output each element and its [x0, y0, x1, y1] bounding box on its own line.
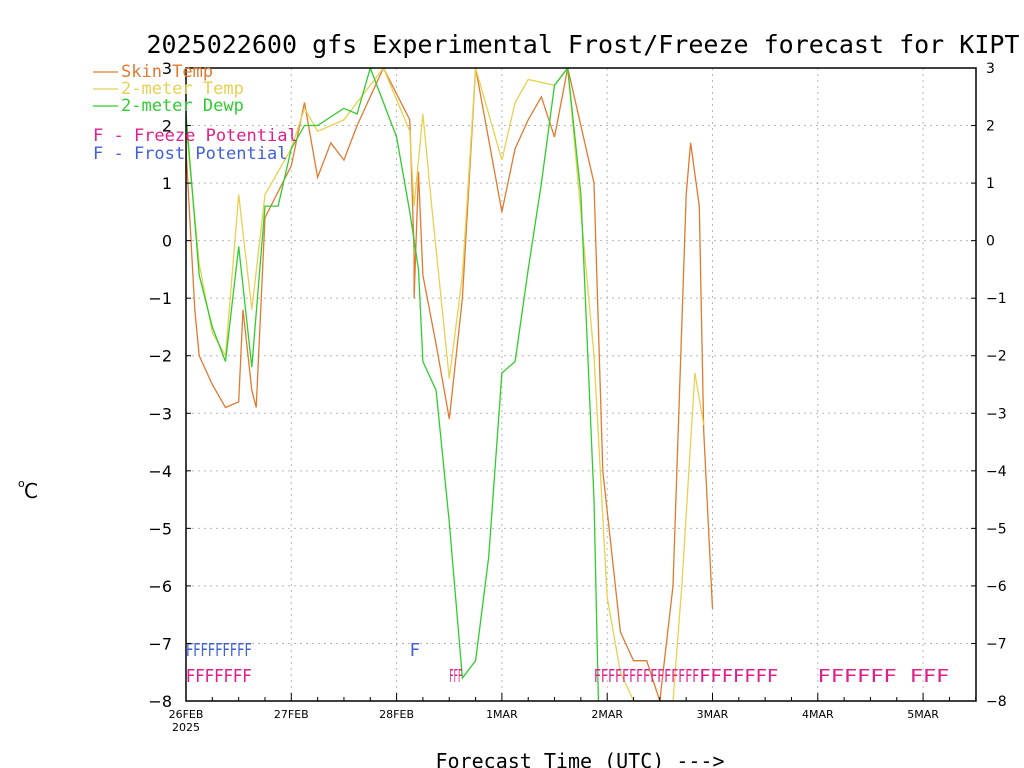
x-tick-label: 28FEB [379, 708, 414, 721]
svg-text:C: C [24, 479, 38, 503]
y-axis-unit: C o [18, 477, 38, 503]
y-tick-label: −4 [148, 462, 172, 481]
y-tick-label: −2 [148, 347, 172, 366]
svg-text:o: o [18, 477, 25, 490]
y-tick-label-right: −7 [986, 636, 1007, 652]
legend-frost-potential: F - Frost Potential [93, 144, 287, 164]
freeze-mark-run: FFFFFFF [186, 666, 252, 687]
frost-mark-run: FFFFFFFFF [186, 640, 252, 661]
legend-entry: 2-meter Temp [121, 79, 244, 99]
legend-entry: Skin Temp [121, 62, 213, 82]
y-tick-label-right: −8 [986, 694, 1007, 710]
freeze-mark-run: FFFFFFFFFFFFFFF [594, 666, 699, 687]
freeze-mark-run: FFF [449, 666, 462, 687]
x-ticks: 26FEB 27FEB 28FEB 1MAR 2MAR 3MAR 4MAR 5MAR 2025 [169, 693, 977, 734]
plot-frame [185, 67, 977, 702]
y-tick-label: 2 [162, 117, 172, 136]
y-tick-label: −3 [148, 404, 172, 423]
y-tick-label-right: 2 [986, 119, 995, 135]
x-tick-label: 1MAR [486, 708, 518, 721]
chart-title: 2025022600 gfs Experimental Frost/Freeze… [147, 30, 1020, 59]
y-tick-label-right: 1 [986, 176, 995, 192]
x-tick-label: 3MAR [697, 708, 729, 721]
y-tick-label-right: 3 [986, 61, 995, 77]
freeze-mark-run: FFFFFFF [699, 666, 778, 687]
y-tick-label-right: 0 [986, 234, 995, 250]
x-tick-label: 4MAR [802, 708, 834, 721]
x-tick-label: 2MAR [591, 708, 623, 721]
series-line-skin-temp [186, 68, 714, 701]
y-tick-label-right: −3 [986, 406, 1007, 422]
x-tick-label: 27FEB [274, 708, 309, 721]
y-tick-label: −8 [148, 692, 172, 711]
y-tick-label: 3 [162, 59, 172, 78]
legend-entry: 2-meter Dewp [121, 96, 244, 116]
y-tick-label-right: −4 [986, 464, 1007, 480]
y-tick-label: −6 [148, 577, 172, 596]
freeze-mark-run: FFF [910, 666, 950, 687]
marks-layer: FFFFFFFFF FFFFFFFF FFF FFFFFFFFFFFFFFF FFFFF… [186, 640, 949, 687]
y-tick-label: −7 [148, 634, 172, 653]
freeze-mark-run: FFFFFF [818, 666, 897, 687]
series-line-2-meter-dewp [186, 68, 600, 701]
legend-freeze-potential: F - Freeze Potential [93, 126, 298, 146]
x-tick-label: 5MAR [907, 708, 939, 721]
series-layer [186, 68, 714, 701]
y-ticks: 3 3 2 2 1 1 0 0 −1 −1 −2 −2 −3 −3 −4 −4 −5 −5 −6 −6 −7 −7 −8 −8 [148, 59, 1006, 711]
y-tick-label: 1 [162, 174, 172, 193]
grid [186, 68, 976, 701]
series-line-2-meter-temp [186, 68, 705, 701]
y-tick-label-right: −6 [986, 579, 1007, 595]
y-tick-label: −1 [148, 289, 172, 308]
frost-mark-run: F [410, 640, 420, 661]
y-tick-label-right: −1 [986, 291, 1007, 307]
y-tick-label: −5 [148, 519, 172, 538]
x-tick-sublabel: 2025 [172, 721, 200, 734]
x-axis-label: Forecast Time (UTC) ---> [436, 749, 725, 768]
y-tick-label-right: −2 [986, 349, 1007, 365]
y-tick-label-right: −5 [986, 521, 1007, 537]
x-tick-label: 26FEB [169, 708, 204, 721]
y-tick-label: 0 [162, 232, 172, 251]
